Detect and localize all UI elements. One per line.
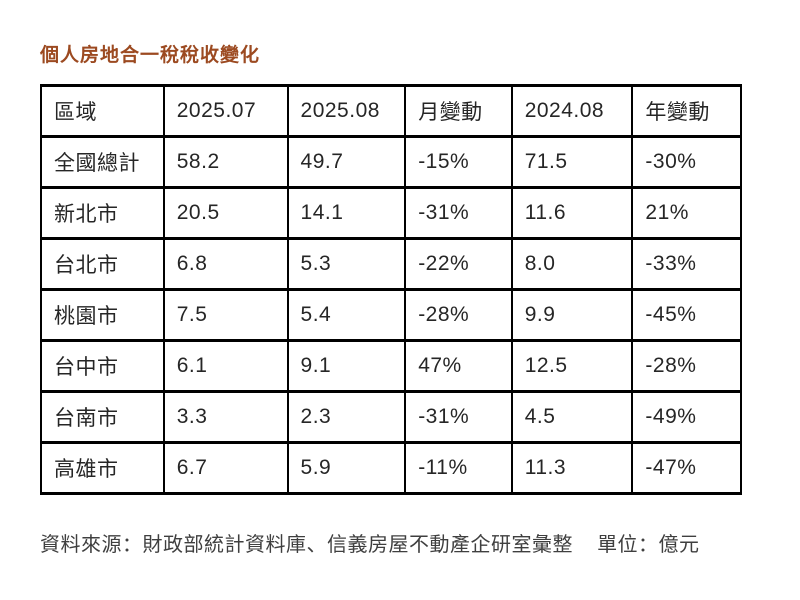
cell-year-change: -49% bbox=[631, 390, 742, 444]
cell-2024-08: 8.0 bbox=[510, 237, 634, 291]
cell-2025-08: 2.3 bbox=[286, 390, 407, 444]
cell-month-change: -22% bbox=[404, 237, 513, 291]
page-title: 個人房地合一稅稅收變化 bbox=[40, 45, 261, 66]
header-region: 區域 bbox=[40, 84, 165, 138]
cell-2025-08: 5.4 bbox=[286, 288, 407, 342]
cell-region: 台北市 bbox=[40, 237, 165, 291]
cell-month-change: 47% bbox=[404, 339, 513, 393]
cell-year-change: -33% bbox=[631, 237, 742, 291]
cell-region: 高雄市 bbox=[40, 441, 165, 495]
source-text: 資料來源：財政部統計資料庫、信義房屋不動產企研室彙整 bbox=[40, 534, 573, 556]
cell-month-change: -15% bbox=[404, 135, 513, 189]
cell-month-change: -31% bbox=[404, 186, 513, 240]
header-month-change: 月變動 bbox=[404, 84, 513, 138]
unit-text: 單位：億元 bbox=[597, 534, 700, 556]
cell-year-change: -30% bbox=[631, 135, 742, 189]
cell-region: 新北市 bbox=[40, 186, 165, 240]
cell-2024-08: 11.3 bbox=[510, 441, 634, 495]
cell-2025-08: 5.3 bbox=[286, 237, 407, 291]
table-row: 桃園市 7.5 5.4 -28% 9.9 -45% bbox=[40, 288, 742, 342]
cell-2024-08: 11.6 bbox=[510, 186, 634, 240]
cell-2025-08: 49.7 bbox=[286, 135, 407, 189]
cell-year-change: -47% bbox=[631, 441, 742, 495]
cell-2025-07: 6.1 bbox=[162, 339, 289, 393]
cell-2025-07: 20.5 bbox=[162, 186, 289, 240]
table-row: 全國總計 58.2 49.7 -15% 71.5 -30% bbox=[40, 135, 742, 189]
header-2025-08: 2025.08 bbox=[286, 84, 407, 138]
header-2024-08: 2024.08 bbox=[510, 84, 634, 138]
cell-year-change: -28% bbox=[631, 339, 742, 393]
cell-region: 桃園市 bbox=[40, 288, 165, 342]
header-year-change: 年變動 bbox=[631, 84, 742, 138]
header-2025-07: 2025.07 bbox=[162, 84, 289, 138]
cell-2024-08: 71.5 bbox=[510, 135, 634, 189]
cell-2024-08: 4.5 bbox=[510, 390, 634, 444]
cell-2025-08: 14.1 bbox=[286, 186, 407, 240]
cell-2025-08: 9.1 bbox=[286, 339, 407, 393]
table-row: 台南市 3.3 2.3 -31% 4.5 -49% bbox=[40, 390, 742, 444]
cell-2024-08: 12.5 bbox=[510, 339, 634, 393]
cell-region: 台南市 bbox=[40, 390, 165, 444]
cell-year-change: -45% bbox=[631, 288, 742, 342]
cell-region: 台中市 bbox=[40, 339, 165, 393]
table-row: 高雄市 6.7 5.9 -11% 11.3 -47% bbox=[40, 441, 742, 495]
source-note: 資料來源：財政部統計資料庫、信義房屋不動產企研室彙整 單位：億元 bbox=[40, 528, 700, 557]
cell-month-change: -11% bbox=[404, 441, 513, 495]
table-row: 台中市 6.1 9.1 47% 12.5 -28% bbox=[40, 339, 742, 393]
cell-region: 全國總計 bbox=[40, 135, 165, 189]
table-header-row: 區域 2025.07 2025.08 月變動 2024.08 年變動 bbox=[40, 84, 742, 138]
cell-month-change: -31% bbox=[404, 390, 513, 444]
cell-2025-07: 3.3 bbox=[162, 390, 289, 444]
table-row: 台北市 6.8 5.3 -22% 8.0 -33% bbox=[40, 237, 742, 291]
cell-2025-07: 6.8 bbox=[162, 237, 289, 291]
tax-revenue-table: 區域 2025.07 2025.08 月變動 2024.08 年變動 全國總計 … bbox=[40, 84, 742, 495]
cell-2024-08: 9.9 bbox=[510, 288, 634, 342]
cell-month-change: -28% bbox=[404, 288, 513, 342]
table-row: 新北市 20.5 14.1 -31% 11.6 21% bbox=[40, 186, 742, 240]
cell-2025-07: 58.2 bbox=[162, 135, 289, 189]
cell-year-change: 21% bbox=[631, 186, 742, 240]
cell-2025-07: 7.5 bbox=[162, 288, 289, 342]
cell-2025-07: 6.7 bbox=[162, 441, 289, 495]
cell-2025-08: 5.9 bbox=[286, 441, 407, 495]
